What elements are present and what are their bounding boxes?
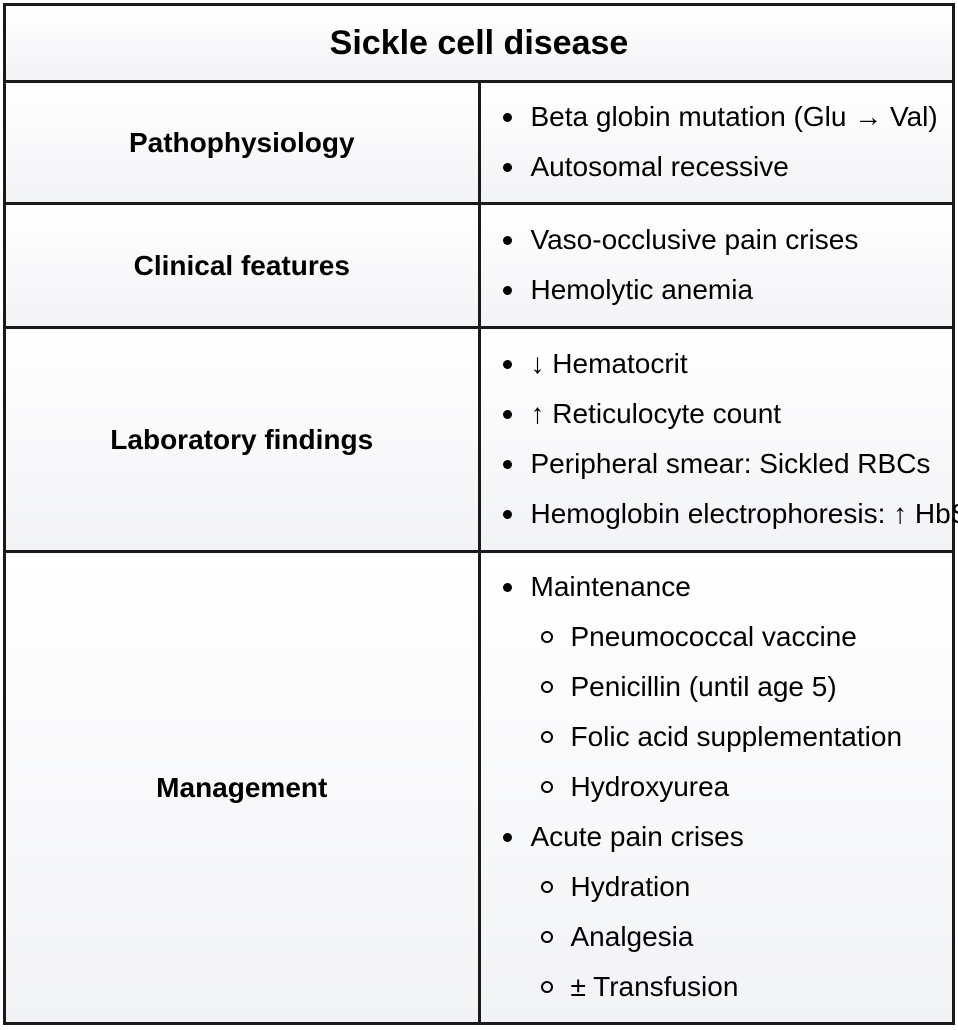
list-item-text: Vaso-occlusive pain crises xyxy=(530,223,859,255)
row-content: Maintenance Pneumococcal vaccine Penicil… xyxy=(477,550,955,1025)
bullet-circle-icon xyxy=(540,930,553,943)
sub-list-item-text: Analgesia xyxy=(570,920,694,952)
list-item: Maintenance Pneumococcal vaccine Penicil… xyxy=(499,562,953,812)
bullet-disc-icon xyxy=(502,359,512,369)
row-content: Beta globin mutation (Glu → Val) Autosom… xyxy=(477,80,955,205)
list-item: Peripheral smear: Sickled RBCs xyxy=(499,439,953,489)
list-item-text: ↑ Reticulocyte count xyxy=(530,397,782,429)
list-item-text: Peripheral smear: Sickled RBCs xyxy=(530,447,931,479)
list-item: Acute pain crises Hydration Analgesia ± … xyxy=(499,812,953,1012)
list-item-text: Autosomal recessive xyxy=(530,150,789,182)
row-label: Management xyxy=(3,550,481,1025)
sub-list-item: Hydroxyurea xyxy=(539,762,953,812)
bullet-list: Maintenance Pneumococcal vaccine Penicil… xyxy=(481,562,953,1012)
list-item-text: Beta globin mutation (Glu → Val) xyxy=(530,100,938,132)
sub-list-item: Penicillin (until age 5) xyxy=(539,662,953,712)
row-label: Pathophysiology xyxy=(3,80,481,205)
row-laboratory-findings: Laboratory findings ↓ Hematocrit ↑ Retic… xyxy=(3,326,958,553)
row-label: Clinical features xyxy=(3,202,481,329)
bullet-disc-icon xyxy=(502,235,512,245)
row-label: Laboratory findings xyxy=(3,326,481,553)
bullet-disc-icon xyxy=(502,112,512,122)
title-row: Sickle cell disease xyxy=(3,3,955,83)
sub-bullet-list: Hydration Analgesia ± Transfusion xyxy=(531,862,953,1012)
row-pathophysiology: Pathophysiology Beta globin mutation (Gl… xyxy=(3,80,955,205)
bullet-disc-icon xyxy=(502,459,512,469)
sub-list-item: Analgesia xyxy=(539,912,953,962)
row-content: ↓ Hematocrit ↑ Reticulocyte count Periph… xyxy=(477,326,958,553)
list-item-text: Hemolytic anemia xyxy=(530,273,754,305)
sub-list-item-text: Folic acid supplementation xyxy=(570,720,903,752)
sub-list-item: ± Transfusion xyxy=(539,962,953,1012)
bullet-circle-icon xyxy=(540,680,553,693)
sub-list-item: Folic acid supplementation xyxy=(539,712,953,762)
bullet-list: Vaso-occlusive pain crises Hemolytic ane… xyxy=(481,215,953,315)
bullet-circle-icon xyxy=(540,780,553,793)
list-item-text: Acute pain crises xyxy=(530,820,744,852)
bullet-circle-icon xyxy=(540,980,553,993)
bullet-circle-icon xyxy=(540,730,553,743)
bullet-list: ↓ Hematocrit ↑ Reticulocyte count Periph… xyxy=(481,339,958,539)
list-item: Autosomal recessive xyxy=(499,142,953,192)
sickle-cell-table: Sickle cell disease Pathophysiology Beta… xyxy=(3,3,958,1025)
bullet-disc-icon xyxy=(502,285,512,295)
sub-list-item: Pneumococcal vaccine xyxy=(539,612,953,662)
bullet-circle-icon xyxy=(540,880,553,893)
bullet-disc-icon xyxy=(502,162,512,172)
list-item-text: ↓ Hematocrit xyxy=(530,347,688,379)
table-title: Sickle cell disease xyxy=(3,3,955,83)
bullet-disc-icon xyxy=(502,409,512,419)
list-item: Hemolytic anemia xyxy=(499,265,953,315)
bullet-circle-icon xyxy=(540,630,553,643)
sub-list-item-text: ± Transfusion xyxy=(570,970,739,1002)
list-item-text: Maintenance xyxy=(530,570,691,602)
sub-bullet-list: Pneumococcal vaccine Penicillin (until a… xyxy=(531,612,953,812)
row-clinical-features: Clinical features Vaso-occlusive pain cr… xyxy=(3,202,955,329)
sub-list-item-text: Hydroxyurea xyxy=(570,770,730,802)
list-item-text: Hemoglobin electrophoresis: ↑ HbS, ↓ HbA xyxy=(530,497,958,529)
bullet-disc-icon xyxy=(502,582,512,592)
list-item: ↓ Hematocrit xyxy=(499,339,953,389)
bullet-list: Beta globin mutation (Glu → Val) Autosom… xyxy=(481,92,953,192)
sub-list-item-text: Pneumococcal vaccine xyxy=(570,620,857,652)
bullet-disc-icon xyxy=(502,832,512,842)
list-item: Vaso-occlusive pain crises xyxy=(499,215,953,265)
list-item: Hemoglobin electrophoresis: ↑ HbS, ↓ HbA xyxy=(499,489,958,539)
row-management: Management Maintenance Pneumococcal vacc… xyxy=(3,550,955,1025)
sub-list-item-text: Penicillin (until age 5) xyxy=(570,670,837,702)
sub-list-item: Hydration xyxy=(539,862,953,912)
sub-list-item-text: Hydration xyxy=(570,870,691,902)
bullet-disc-icon xyxy=(502,509,512,519)
list-item: ↑ Reticulocyte count xyxy=(499,389,953,439)
row-content: Vaso-occlusive pain crises Hemolytic ane… xyxy=(477,202,955,329)
list-item: Beta globin mutation (Glu → Val) xyxy=(499,92,953,142)
